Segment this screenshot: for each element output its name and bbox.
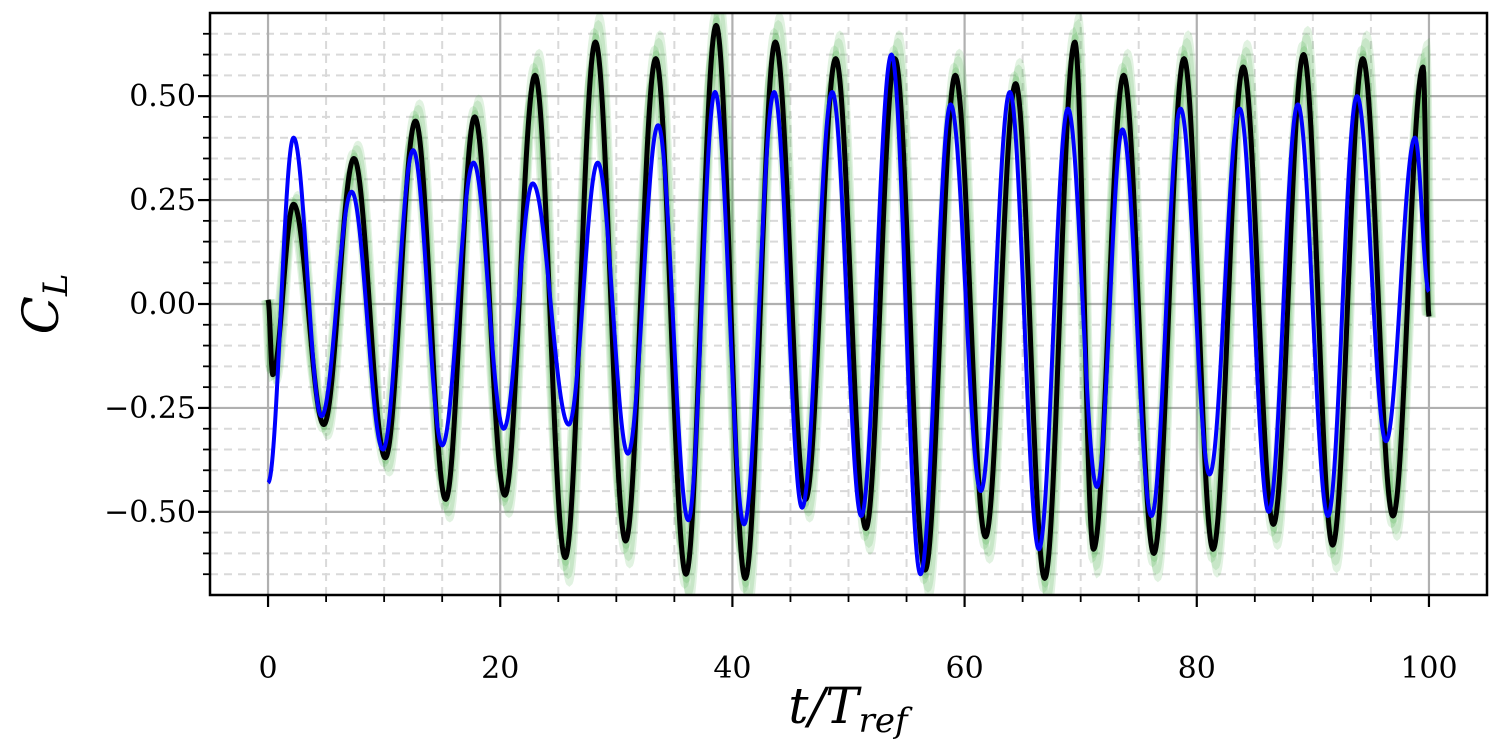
x-axis-label-main: t/T <box>788 677 862 735</box>
x-axis-label-sub: ref <box>859 701 913 741</box>
y-axis-label-main: C <box>12 296 70 334</box>
y-tick-label: 0.00 <box>129 287 196 322</box>
y-tick-label: −0.50 <box>104 495 196 530</box>
axis-ticks <box>198 32 1431 607</box>
x-tick-label: 20 <box>481 651 519 686</box>
x-axis-label: t/Tref <box>788 677 913 741</box>
y-axis-label: CL <box>12 274 76 335</box>
x-tick-labels: 0 20 40 60 80 100 <box>258 651 1457 686</box>
prediction-series-line <box>266 52 1431 577</box>
y-tick-label: 0.50 <box>129 79 196 114</box>
x-tick-label: 80 <box>1178 651 1216 686</box>
y-axis-label-sub: L <box>36 274 76 298</box>
x-tick-label: 60 <box>945 651 983 686</box>
x-tick-label: 100 <box>1400 651 1457 686</box>
x-tick-label: 40 <box>713 651 751 686</box>
ensemble-member-line <box>269 13 1437 595</box>
y-tick-label: 0.25 <box>129 183 196 218</box>
y-tick-label: −0.25 <box>104 391 196 426</box>
x-tick-label: 0 <box>258 651 277 686</box>
y-tick-labels: −0.50 −0.25 0.00 0.25 0.50 <box>104 79 196 530</box>
